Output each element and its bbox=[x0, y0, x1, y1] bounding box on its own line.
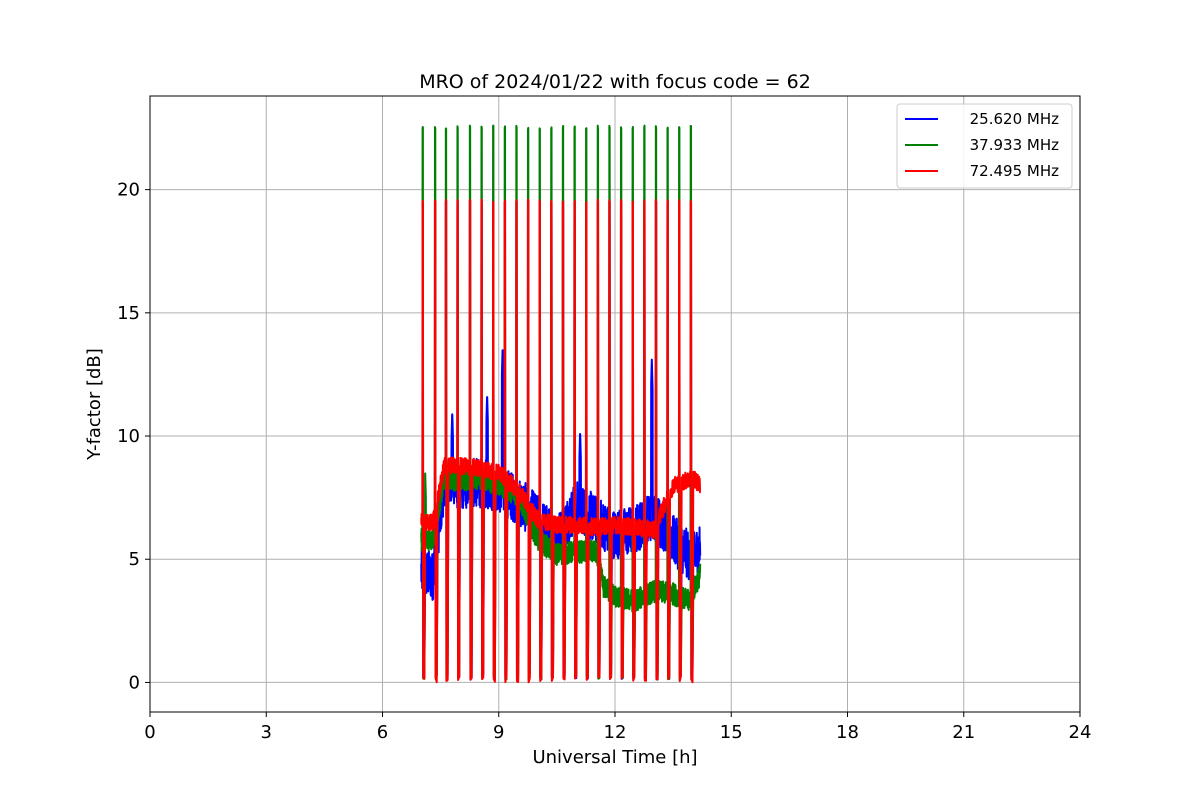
x-tick-label: 21 bbox=[952, 722, 975, 743]
series-group bbox=[420, 124, 702, 684]
y-axis-label: Y-factor [dB] bbox=[84, 348, 105, 461]
x-tick-label: 18 bbox=[836, 722, 859, 743]
legend-label: 25.620 MHz bbox=[970, 110, 1059, 128]
y-tick-label: 0 bbox=[129, 672, 140, 693]
x-axis-label: Universal Time [h] bbox=[532, 747, 697, 768]
x-tick-label: 24 bbox=[1069, 722, 1092, 743]
x-tick-label: 9 bbox=[493, 722, 504, 743]
legend: 25.620 MHz 37.933 MHz 72.495 MHz bbox=[896, 103, 1073, 189]
x-tick-label: 3 bbox=[261, 722, 272, 743]
x-tick-label: 15 bbox=[720, 722, 743, 743]
x-tick-label: 12 bbox=[604, 722, 627, 743]
x-axis: 0 3 6 9 12 15 18 21 24 bbox=[144, 712, 1091, 743]
y-tick-label: 5 bbox=[129, 549, 140, 570]
x-tick-label: 0 bbox=[144, 722, 155, 743]
chart-title: MRO of 2024/01/22 with focus code = 62 bbox=[419, 71, 811, 93]
x-tick-label: 6 bbox=[377, 722, 388, 743]
legend-label: 37.933 MHz bbox=[970, 136, 1059, 154]
y-tick-label: 20 bbox=[117, 180, 140, 201]
legend-frame bbox=[896, 103, 1073, 189]
series-line-3 bbox=[420, 198, 702, 684]
legend-label: 72.495 MHz bbox=[970, 162, 1059, 180]
y-axis: 0 5 10 15 20 bbox=[117, 180, 150, 693]
y-tick-label: 15 bbox=[117, 303, 140, 324]
y-tick-label: 10 bbox=[117, 426, 140, 447]
grid bbox=[149, 96, 1081, 712]
